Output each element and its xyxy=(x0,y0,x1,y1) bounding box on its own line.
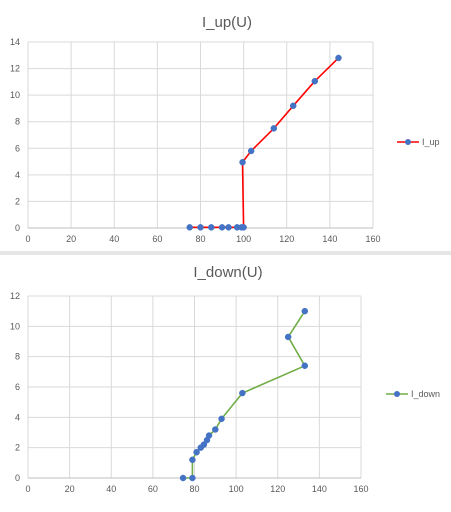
chart-panel-i-up: I_up(U) 0 20 40 60 80 100 120 140 160 0 2 4 6 8 10 12 14 I… xyxy=(0,0,451,251)
chart-title: I_down(U) xyxy=(193,264,262,281)
y-tick-label: 12 xyxy=(10,64,20,74)
y-tick-label: 10 xyxy=(10,90,20,100)
legend-label: I_down xyxy=(411,389,440,399)
data-point xyxy=(284,333,292,341)
chart-i-down: I_down(U) 0 20 40 60 80 100 120 140 160 0 2 4 6 8 10 12 I… xyxy=(10,264,440,494)
y-tick-label: 8 xyxy=(15,117,20,127)
data-point xyxy=(240,224,247,231)
x-tick-label: 120 xyxy=(270,484,285,494)
x-tick-label: 40 xyxy=(109,234,119,244)
data-point xyxy=(218,224,226,231)
x-tick-label: 0 xyxy=(25,484,30,494)
y-tick-label: 6 xyxy=(15,382,20,392)
legend-label: I_up xyxy=(422,137,440,147)
x-tick-label: 120 xyxy=(279,234,294,244)
data-point xyxy=(212,426,219,433)
x-tick-label: 40 xyxy=(106,484,116,494)
data-point xyxy=(335,54,342,62)
data-point xyxy=(225,224,232,231)
x-tick-label: 60 xyxy=(148,484,158,494)
x-tick-label: 160 xyxy=(353,484,368,494)
data-point xyxy=(301,362,309,370)
x-tick-label: 100 xyxy=(229,484,244,494)
data-point xyxy=(186,224,193,231)
x-tick-label: 60 xyxy=(152,234,162,244)
data-point xyxy=(203,436,211,444)
x-tick-label: 100 xyxy=(236,234,251,244)
chart-i-up: I_up(U) 0 20 40 60 80 100 120 140 160 0 2 4 6 8 10 12 14 I… xyxy=(10,14,440,244)
x-tick-label: 20 xyxy=(65,484,75,494)
x-tick-label: 20 xyxy=(66,234,76,244)
data-point xyxy=(289,102,297,110)
data-point xyxy=(193,448,200,456)
x-tick-label: 140 xyxy=(322,234,337,244)
legend-marker-swatch xyxy=(405,139,411,145)
data-point xyxy=(197,444,204,451)
data-point xyxy=(239,389,246,397)
y-tick-label: 10 xyxy=(10,321,20,331)
y-tick-label: 2 xyxy=(15,196,20,206)
chart-separator xyxy=(0,251,451,255)
data-point xyxy=(189,456,196,464)
chart-title: I_up(U) xyxy=(202,14,252,31)
x-tick-label: 80 xyxy=(189,484,199,494)
data-point xyxy=(270,125,278,132)
y-tick-label: 4 xyxy=(15,170,20,180)
y-tick-label: 12 xyxy=(10,291,20,301)
x-tick-label: 0 xyxy=(25,234,30,244)
data-point xyxy=(208,224,215,231)
data-point xyxy=(189,474,196,482)
y-tick-label: 0 xyxy=(15,223,20,233)
data-point xyxy=(179,474,187,482)
x-tick-label: 160 xyxy=(365,234,380,244)
y-tick-label: 6 xyxy=(15,143,20,153)
y-tick-label: 0 xyxy=(15,473,20,483)
data-point xyxy=(247,147,255,155)
chart-panel-i-down: I_down(U) 0 20 40 60 80 100 120 140 160 0 2 4 6 8 10 12 I… xyxy=(0,255,451,507)
data-point xyxy=(239,158,246,166)
legend-marker-swatch xyxy=(394,391,400,397)
data-point xyxy=(301,307,309,315)
data-point xyxy=(311,77,319,85)
data-point xyxy=(218,415,225,423)
x-tick-label: 140 xyxy=(312,484,327,494)
x-tick-label: 80 xyxy=(195,234,205,244)
y-tick-label: 2 xyxy=(15,443,20,453)
y-tick-label: 14 xyxy=(10,37,20,47)
data-point xyxy=(197,224,204,231)
y-tick-label: 4 xyxy=(15,412,20,422)
y-tick-label: 8 xyxy=(15,352,20,362)
